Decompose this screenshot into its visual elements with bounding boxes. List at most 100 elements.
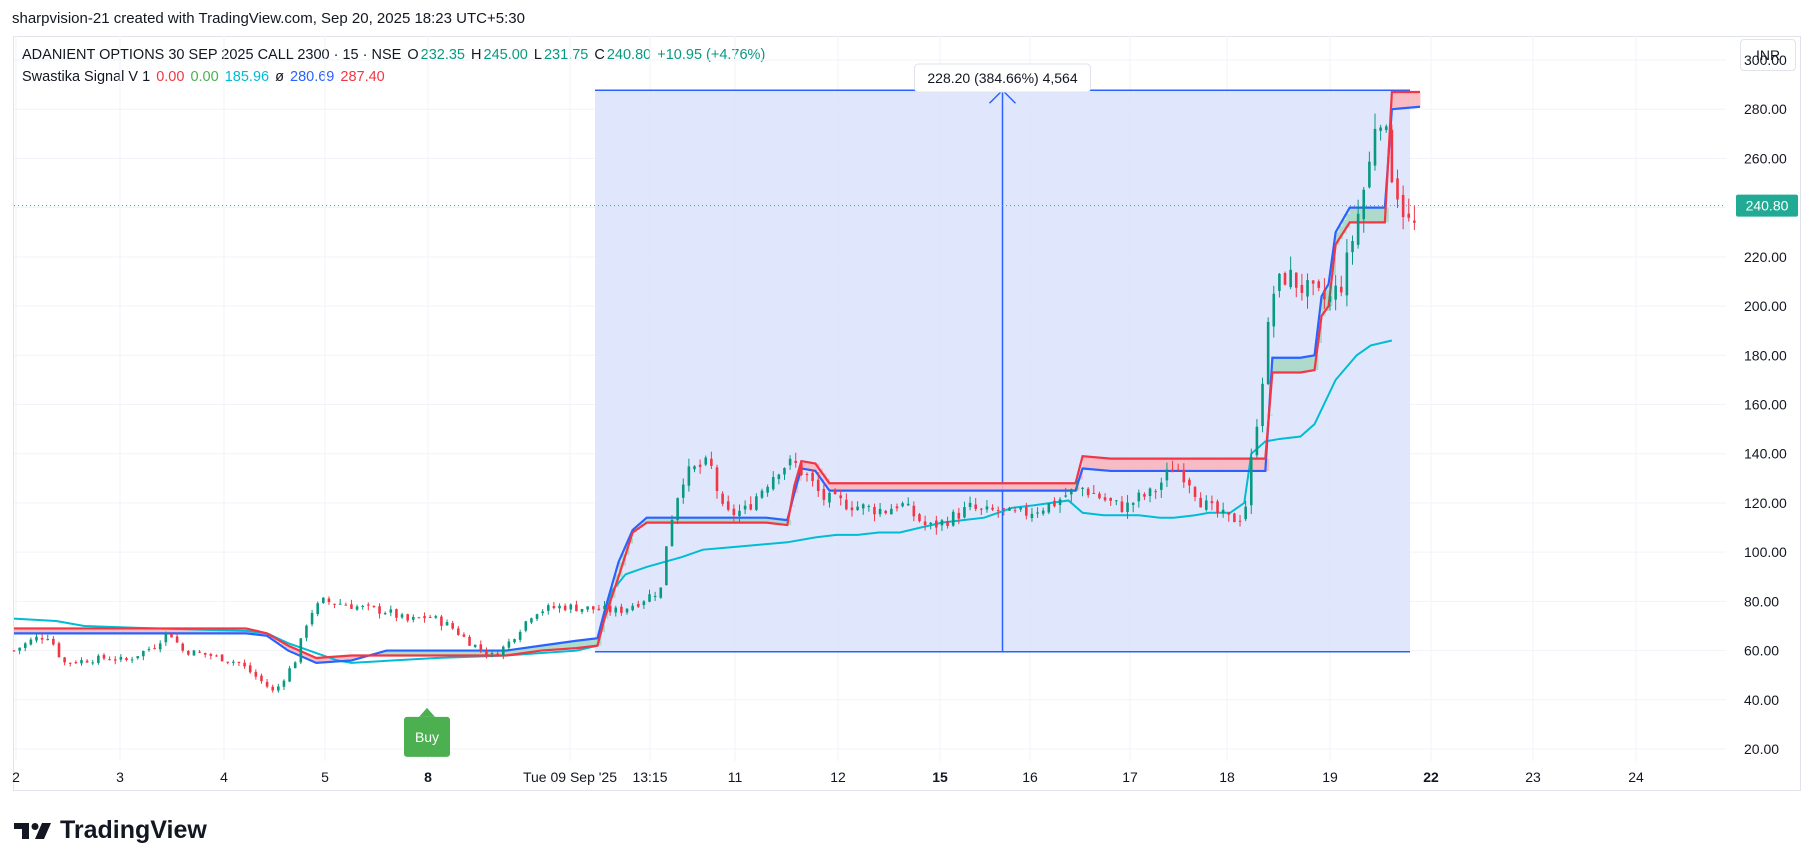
band-fill-segment	[42, 628, 47, 634]
candle-body	[845, 499, 848, 510]
band-fill-segment	[17, 628, 22, 634]
candle-body	[1323, 290, 1326, 300]
candle-body	[693, 466, 696, 470]
candle-body	[980, 508, 983, 510]
band-fill-segment	[1335, 232, 1340, 245]
candle-body	[670, 519, 674, 546]
y-tick-label: 100.00	[1744, 544, 1787, 560]
band-fill-segment	[1272, 357, 1277, 373]
band-fill-segment	[674, 517, 679, 523]
band-fill-segment	[832, 483, 837, 491]
close-value: 240.80	[606, 47, 652, 63]
candle-body	[771, 477, 775, 490]
band-fill-segment	[1040, 483, 1045, 491]
candle-body	[361, 605, 364, 607]
candle-body	[243, 662, 246, 667]
candle-body	[29, 639, 33, 645]
candle-body	[1154, 491, 1157, 493]
y-tick-label: 300.00	[1744, 52, 1787, 68]
band-fill-segment	[861, 483, 866, 491]
band-fill-segment	[776, 518, 781, 524]
candle-body	[40, 638, 44, 640]
band-fill-segment	[1370, 207, 1375, 223]
band-fill-segment	[685, 517, 690, 523]
candle-body	[1401, 194, 1405, 218]
candle-body	[1143, 494, 1146, 497]
candle-body	[119, 656, 123, 660]
band-fill-segment	[189, 628, 194, 634]
band-fill-segment	[537, 646, 542, 652]
band-fill-segment	[871, 483, 876, 491]
band-fill-segment	[646, 517, 651, 523]
candle-body	[46, 639, 50, 641]
band-fill-segment	[1145, 458, 1150, 471]
candle-body	[535, 614, 539, 619]
band-fill-segment	[379, 652, 384, 656]
band-fill-segment	[481, 650, 486, 656]
band-fill-segment	[657, 517, 662, 523]
band-fill-segment	[699, 517, 704, 523]
band-fill-segment	[52, 628, 57, 634]
band-fill-segment	[175, 628, 180, 634]
candle-body	[192, 650, 196, 656]
candle-body	[940, 520, 944, 526]
candle-body	[102, 654, 106, 659]
band-fill-segment	[745, 517, 750, 523]
candle-body	[1368, 161, 1371, 188]
candle-body	[338, 603, 342, 605]
close-label: C	[594, 47, 605, 63]
band-fill-segment	[681, 517, 686, 523]
buy-signal-pointer	[419, 707, 435, 717]
band-fill-segment	[1254, 458, 1259, 471]
candle-body	[608, 606, 612, 613]
candle-body	[226, 661, 230, 663]
candle-body	[996, 510, 1000, 512]
candle-body	[518, 632, 522, 640]
band-fill	[14, 91, 1421, 663]
candle-body	[1339, 286, 1343, 293]
band-fill-segment	[179, 628, 184, 634]
band-fill-segment	[1325, 290, 1330, 311]
band-fill-segment	[1237, 458, 1242, 471]
band-fill-segment	[1103, 458, 1108, 471]
candle-body	[575, 604, 578, 612]
band-fill-segment	[1233, 458, 1238, 471]
band-fill-segment	[513, 649, 518, 655]
band-fill-segment	[713, 517, 718, 523]
band-fill-segment	[87, 628, 92, 634]
measure-label-box	[914, 63, 1091, 93]
candle-body	[1115, 500, 1118, 502]
candle-body	[878, 508, 882, 515]
band-fill-segment	[1388, 157, 1393, 159]
chart-legend: ADANIENT OPTIONS 30 SEP 2025 CALL 2300 ·…	[22, 44, 767, 88]
candle-body	[524, 621, 528, 631]
candle-body	[1036, 512, 1039, 514]
band-fill-segment	[295, 648, 300, 654]
band-fill-segment	[541, 645, 546, 651]
candle-body	[732, 508, 736, 516]
candle-body	[974, 504, 978, 509]
band-fill-segment	[731, 517, 735, 523]
buy-signal-label: Buy	[415, 729, 439, 745]
candle-body	[1306, 280, 1309, 297]
band-fill-segment	[706, 517, 711, 523]
tradingview-logo[interactable]: TradingView	[14, 816, 207, 845]
band-fill-segment	[868, 483, 873, 491]
currency-button[interactable]: INR	[1740, 39, 1796, 71]
x-axis: 2 3 4 5 8 Tue 09 Sep '25 13:15 11 12 15 16 17 18 19 22…	[12, 769, 1644, 785]
candle-body	[1002, 508, 1006, 510]
band-fill-segment	[1131, 458, 1136, 471]
candle-body	[282, 680, 286, 687]
candle-body	[12, 650, 16, 652]
candle-body	[541, 611, 544, 614]
candle-body	[946, 521, 949, 527]
band-fill-segment	[959, 483, 964, 491]
band-fill-segment	[351, 655, 356, 661]
band-fill-segment	[477, 650, 482, 656]
band-fill-segment	[474, 650, 479, 656]
symbol-label[interactable]: ADANIENT OPTIONS 30 SEP 2025 CALL 2300 ·…	[22, 47, 402, 63]
candle-body	[957, 512, 961, 519]
indicator-name[interactable]: Swastika Signal V 1	[22, 69, 151, 85]
candle-body	[1182, 469, 1186, 483]
